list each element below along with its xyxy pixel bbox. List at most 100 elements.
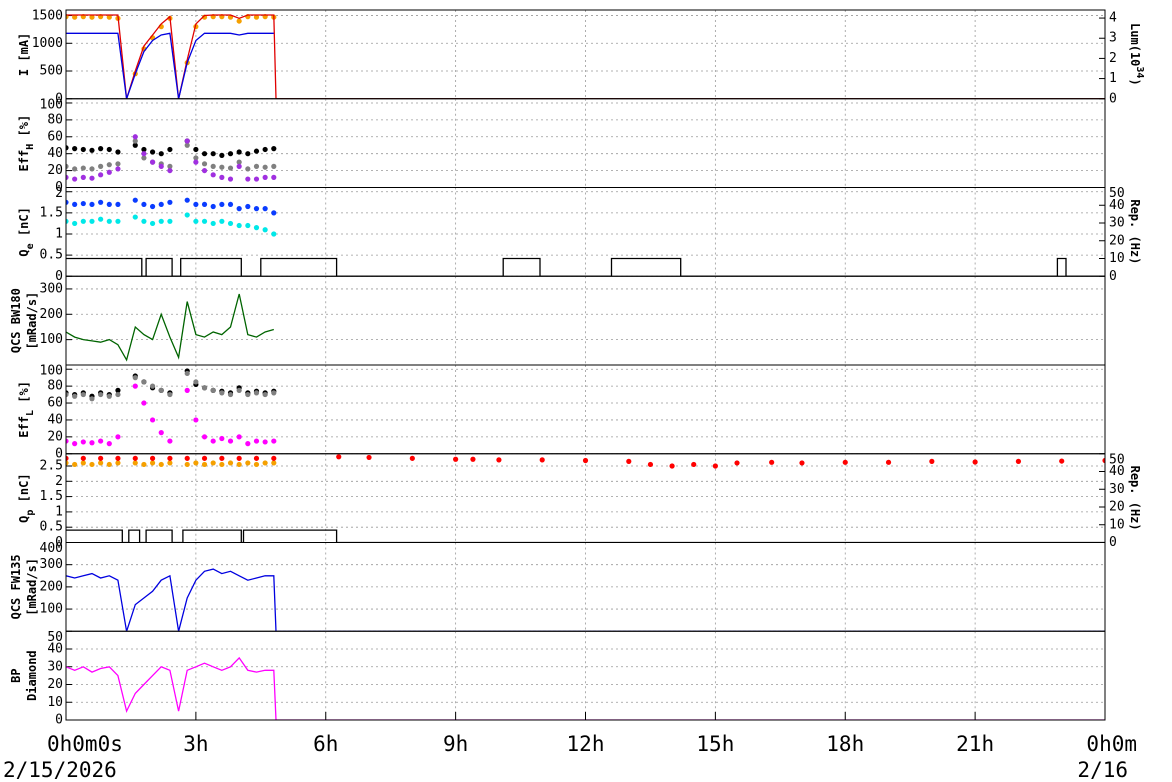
y2-tick-label: 50 xyxy=(1109,452,1125,467)
data-point xyxy=(245,176,251,182)
data-point xyxy=(219,164,225,170)
y-tick-label: 200 xyxy=(40,307,63,322)
data-point xyxy=(132,214,138,220)
axis-label-part: [nC] xyxy=(17,207,31,243)
data-point xyxy=(253,390,260,396)
data-point xyxy=(149,455,156,461)
axis-label-part: [%] xyxy=(17,381,31,410)
y-tick-label: 0 xyxy=(55,269,63,284)
axis-label-part: Q xyxy=(17,249,31,256)
data-point xyxy=(184,370,190,377)
data-point xyxy=(210,387,216,393)
data-point xyxy=(470,456,476,462)
data-point xyxy=(141,155,147,161)
data-point xyxy=(271,438,277,444)
axis-label: [mRad/s] xyxy=(25,558,39,616)
y2-tick-label: 0 xyxy=(1109,535,1117,550)
y-tick-label: 100 xyxy=(40,332,63,347)
date-label: 2/15/2026 xyxy=(3,758,117,782)
data-point xyxy=(72,220,78,227)
axis-label: Qe [nC] xyxy=(17,207,36,256)
data-point xyxy=(210,220,216,227)
data-point xyxy=(98,438,104,444)
y-tick-label: 2 xyxy=(55,474,63,489)
data-point xyxy=(106,201,112,208)
data-point xyxy=(227,151,234,157)
y-tick-label: 10 xyxy=(47,695,63,710)
data-point xyxy=(227,460,234,466)
data-point xyxy=(72,393,78,399)
axis-label-part: Diamond xyxy=(25,650,39,701)
data-point xyxy=(184,142,190,148)
data-point xyxy=(89,201,95,208)
axis-label: BP xyxy=(9,668,23,682)
data-point xyxy=(184,138,190,144)
data-point xyxy=(253,461,260,468)
data-point xyxy=(158,387,164,393)
data-point xyxy=(271,231,277,237)
data-point xyxy=(72,176,78,182)
data-point xyxy=(115,218,121,224)
data-point xyxy=(66,174,69,180)
axis-label-part: [mRad/s] xyxy=(25,558,39,616)
data-point xyxy=(158,151,164,157)
data-point xyxy=(210,163,216,169)
y-tick-label: 2.5 xyxy=(40,458,63,473)
x-tick-label: 9h xyxy=(443,732,468,756)
plot xyxy=(66,197,1105,277)
data-point xyxy=(149,149,156,155)
axis-label: QCS BW180 xyxy=(9,288,23,353)
data-point xyxy=(115,166,121,172)
data-point xyxy=(201,455,208,461)
data-point xyxy=(106,461,112,468)
data-point xyxy=(236,18,242,24)
data-point xyxy=(66,460,69,466)
axis-label-part: [mRad/s] xyxy=(25,292,39,350)
data-point xyxy=(271,210,277,216)
plot xyxy=(66,368,277,447)
data-point xyxy=(236,455,242,461)
y-tick-label: 40 xyxy=(47,642,63,657)
data-point xyxy=(115,201,121,208)
data-point xyxy=(201,385,208,391)
data-point xyxy=(799,460,805,466)
y-tick-label: 1000 xyxy=(32,36,63,51)
data-point xyxy=(219,461,225,468)
data-point xyxy=(66,163,69,169)
data-point xyxy=(80,146,86,153)
data-point xyxy=(66,218,69,224)
data-point xyxy=(72,14,78,20)
series-line xyxy=(66,14,1105,99)
data-point xyxy=(366,454,372,461)
y-tick-label: 80 xyxy=(47,112,63,127)
data-point xyxy=(132,138,138,144)
y2-tick-label: 30 xyxy=(1109,482,1125,497)
data-point xyxy=(582,457,589,464)
data-point xyxy=(262,460,268,466)
data-point xyxy=(219,201,225,208)
axis-label-part: p xyxy=(25,510,36,516)
data-point xyxy=(219,435,225,442)
x-tick-label: 18h xyxy=(826,732,864,756)
data-point xyxy=(236,163,242,169)
data-point xyxy=(496,457,502,463)
y2-tick-label: 2 xyxy=(1109,51,1117,66)
y-tick-label: 100 xyxy=(40,364,63,379)
data-point xyxy=(72,201,78,208)
y-tick-label: 1500 xyxy=(32,9,63,24)
y2-tick-label: 30 xyxy=(1109,216,1125,231)
axis-label-part: Rep. (Hz) xyxy=(1129,199,1143,264)
data-point xyxy=(98,391,104,398)
data-point xyxy=(167,146,173,153)
data-point xyxy=(98,199,104,205)
data-point xyxy=(141,461,147,468)
y2-tick-label: 40 xyxy=(1109,464,1125,479)
y2-tick-label: 20 xyxy=(1109,500,1125,515)
data-point xyxy=(210,203,216,210)
data-point xyxy=(245,460,251,466)
data-point xyxy=(115,149,121,155)
data-point xyxy=(184,455,190,461)
data-point xyxy=(193,460,199,466)
data-point xyxy=(262,206,268,212)
